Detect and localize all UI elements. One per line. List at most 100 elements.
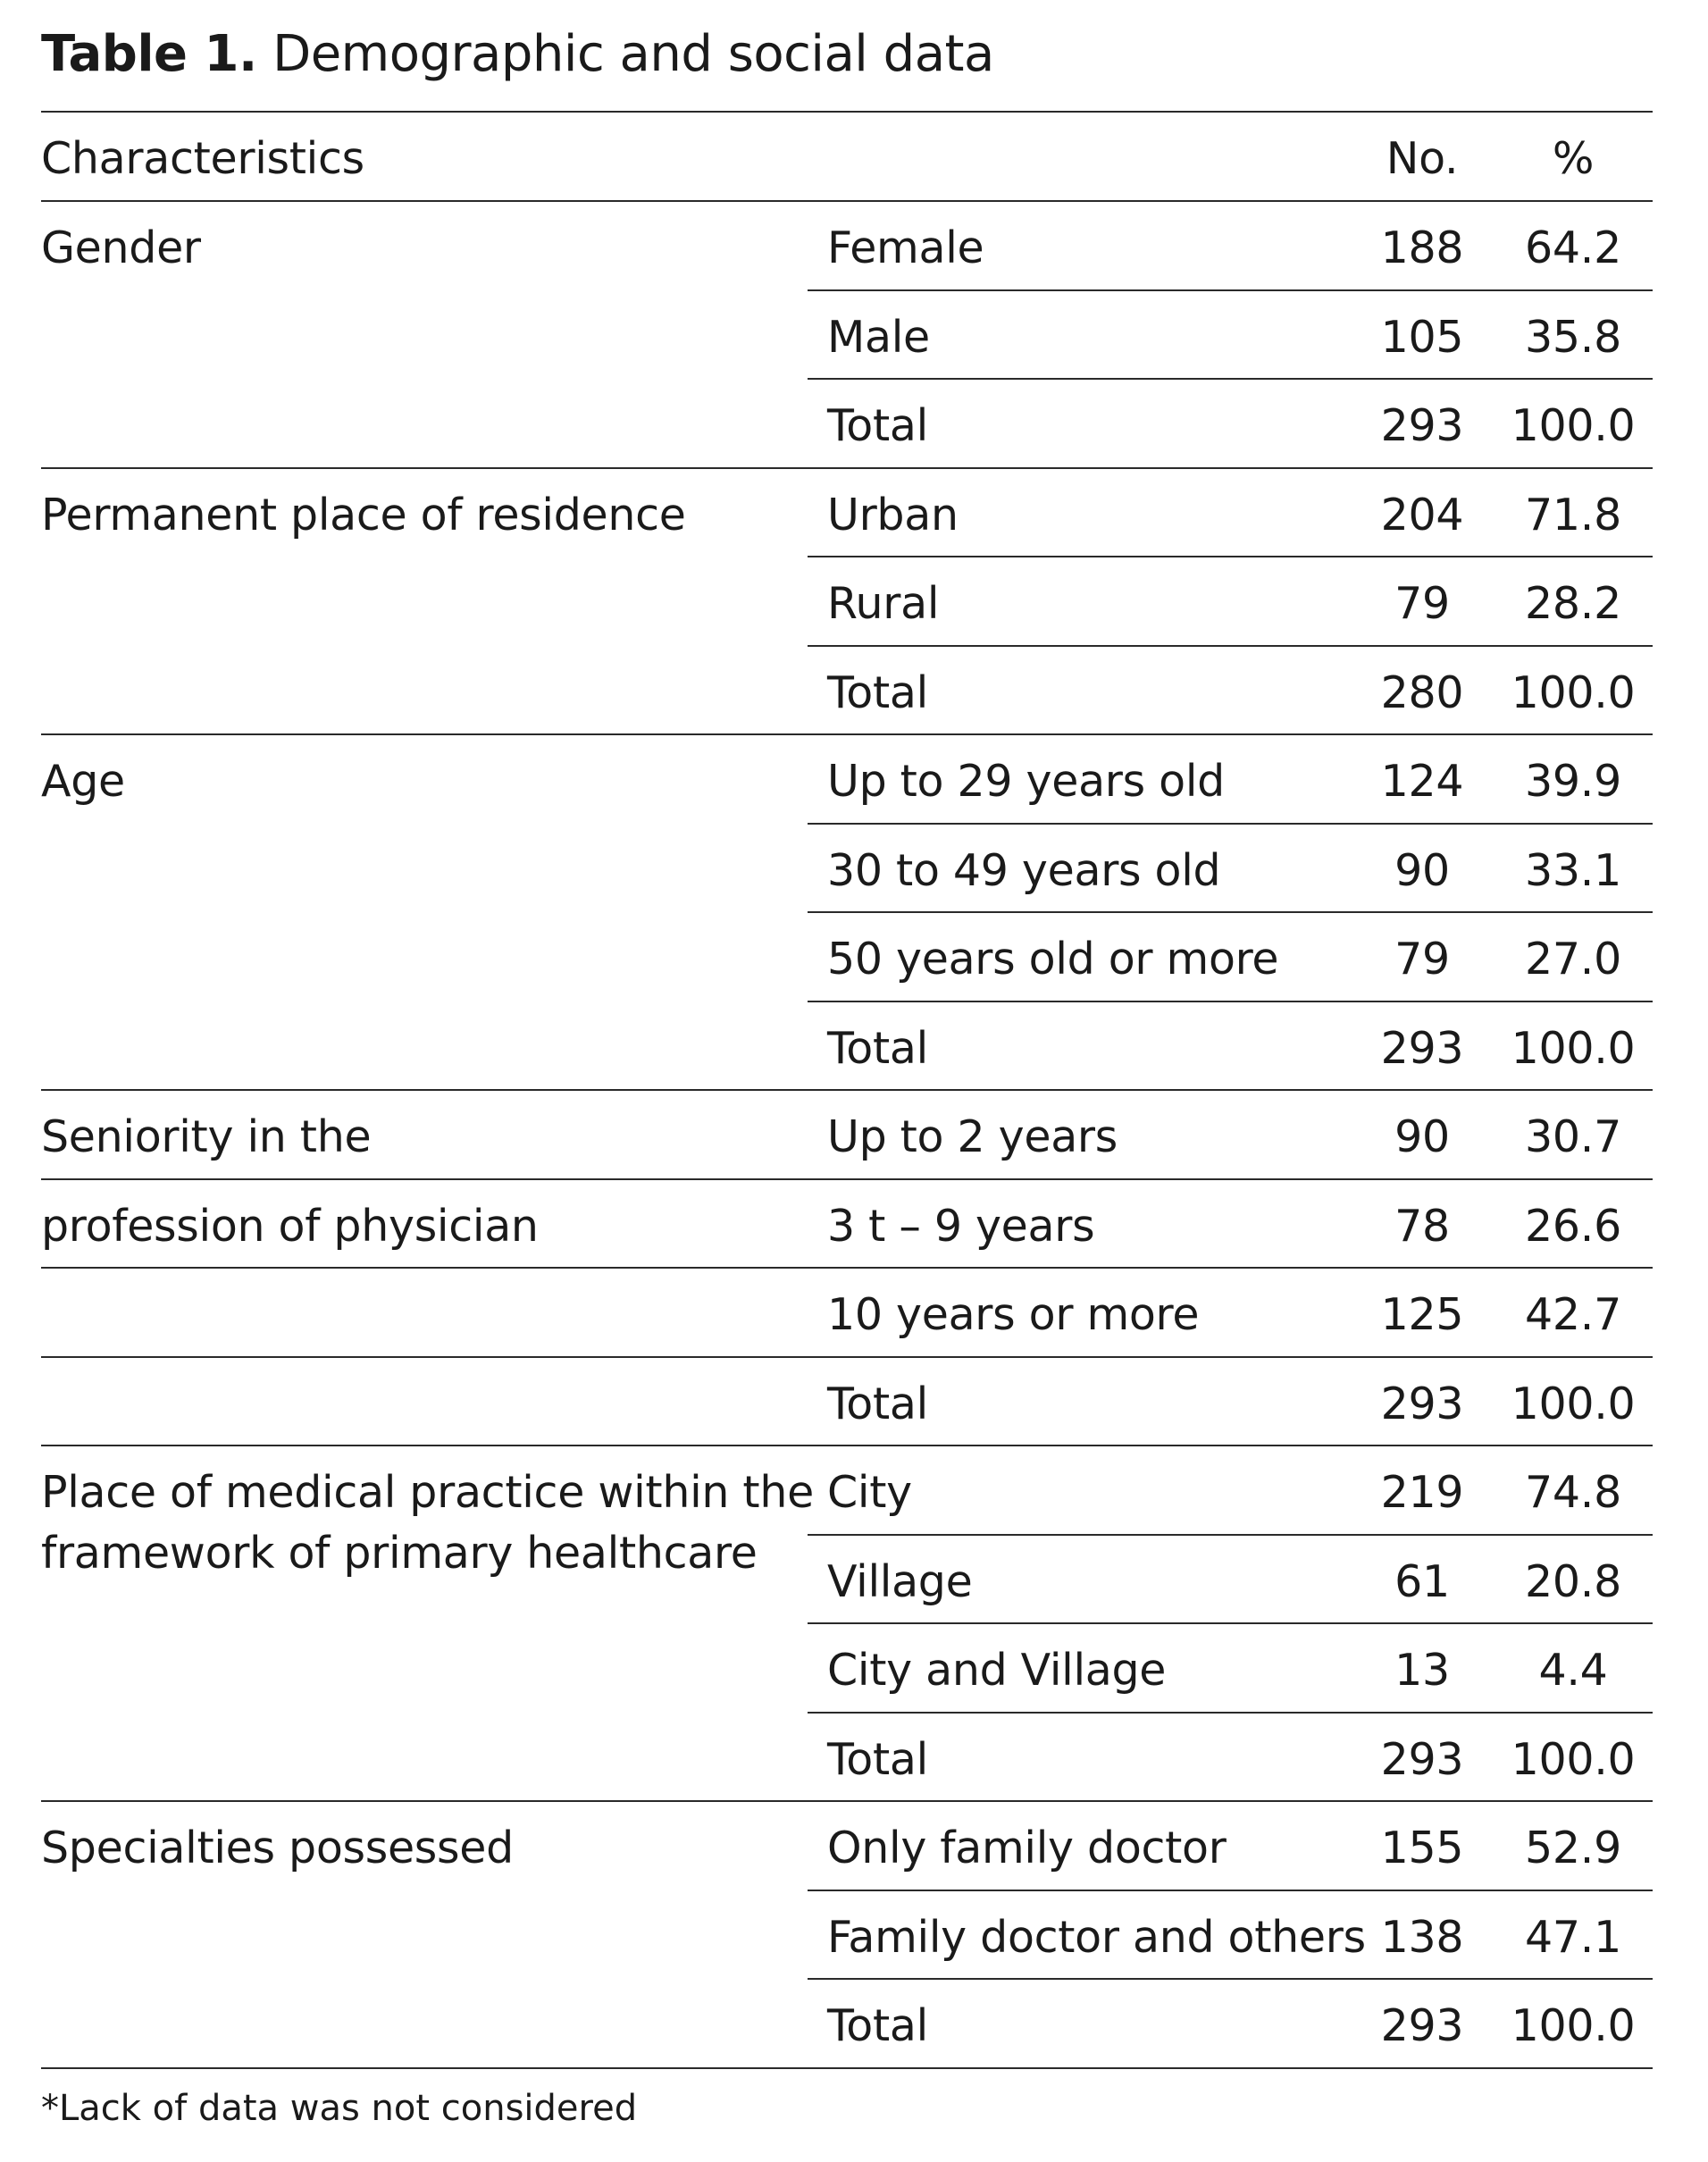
category-label: Permanent place of residence <box>41 489 686 540</box>
row-label: Male <box>827 311 930 363</box>
row-label: Total <box>827 400 928 451</box>
table-label: Table 1. <box>41 25 257 83</box>
row-divider <box>808 1000 1653 1002</box>
row-count: 125 <box>1380 1289 1464 1340</box>
row-count: 293 <box>1380 400 1464 451</box>
row-percent: 33.1 <box>1525 844 1621 896</box>
row-percent: 27.0 <box>1525 934 1621 985</box>
row-divider <box>808 911 1653 913</box>
row-count: 79 <box>1394 934 1450 985</box>
row-divider <box>808 822 1653 825</box>
category-label: profession of physician <box>41 1200 539 1252</box>
row-count: 124 <box>1380 756 1464 807</box>
row-divider <box>808 1711 1653 1714</box>
row-count: 293 <box>1380 1378 1464 1429</box>
row-count: 204 <box>1380 489 1464 540</box>
row-percent: 100.0 <box>1511 1022 1636 1074</box>
row-percent: 100.0 <box>1511 666 1636 718</box>
row-percent: 39.9 <box>1525 756 1621 807</box>
group-divider <box>41 733 1653 735</box>
row-count: 79 <box>1394 578 1450 629</box>
row-label: 30 to 49 years old <box>827 844 1221 896</box>
row-percent: 30.7 <box>1525 1111 1621 1162</box>
row-percent: 42.7 <box>1525 1289 1621 1340</box>
row-count: 293 <box>1380 2000 1464 2051</box>
row-divider <box>41 1355 1653 1358</box>
row-count: 61 <box>1394 1555 1450 1607</box>
row-label: Female <box>827 222 984 273</box>
row-label: 50 years old or more <box>827 934 1279 985</box>
row-label: Total <box>827 2000 928 2051</box>
row-divider <box>808 644 1653 647</box>
row-percent: 71.8 <box>1525 489 1621 540</box>
category-label: Gender <box>41 222 201 273</box>
row-label: Only family doctor <box>827 1823 1227 1873</box>
row-count: 90 <box>1394 844 1450 896</box>
row-percent: 35.8 <box>1525 311 1621 363</box>
row-divider <box>808 378 1653 380</box>
row-label: Urban <box>827 489 959 540</box>
row-count: 78 <box>1394 1200 1450 1252</box>
row-percent: 100.0 <box>1511 1733 1636 1785</box>
row-percent: 100.0 <box>1511 400 1636 451</box>
row-percent: 100.0 <box>1511 2000 1636 2051</box>
header-characteristics: Characteristics <box>41 133 364 184</box>
group-divider <box>41 466 1653 469</box>
group-divider <box>41 1445 1653 1446</box>
row-label: Up to 2 years <box>827 1111 1118 1162</box>
row-percent: 20.8 <box>1525 1555 1621 1607</box>
row-label: 3 t – 9 years <box>827 1200 1095 1252</box>
row-label: City and Village <box>827 1645 1167 1696</box>
table-title: Table 1. Demographic and social data <box>41 23 994 86</box>
row-percent: 28.2 <box>1525 578 1621 629</box>
row-divider <box>808 1978 1653 1980</box>
row-divider <box>808 1622 1653 1624</box>
header-bottom-rule <box>41 200 1653 202</box>
row-label: Total <box>827 1733 928 1785</box>
row-count: 138 <box>1380 1911 1464 1963</box>
row-divider <box>41 1177 1653 1180</box>
row-label: Total <box>827 1022 928 1074</box>
row-divider <box>808 289 1653 291</box>
row-count: 219 <box>1380 1467 1464 1518</box>
table-caption: Demographic and social data <box>272 25 994 83</box>
row-label: Total <box>827 1378 928 1429</box>
row-label: Family doctor and others <box>827 1911 1366 1963</box>
row-percent: 4.4 <box>1538 1645 1608 1696</box>
row-count: 280 <box>1380 666 1464 718</box>
row-percent: 47.1 <box>1525 1911 1621 1963</box>
category-label: framework of primary healthcare <box>41 1528 758 1579</box>
row-count: 13 <box>1394 1645 1450 1696</box>
header-no: No. <box>1386 133 1459 184</box>
header-pct: % <box>1552 133 1595 184</box>
group-divider <box>41 2066 1653 2069</box>
group-divider <box>41 1089 1653 1091</box>
row-percent: 52.9 <box>1525 1823 1621 1873</box>
row-divider <box>808 1533 1653 1536</box>
row-count: 155 <box>1380 1823 1464 1873</box>
table-footnote: *Lack of data was not considered <box>41 2088 638 2129</box>
row-count: 188 <box>1380 222 1464 273</box>
row-label: Rural <box>827 578 940 629</box>
category-label: Age <box>41 756 125 807</box>
category-label: Specialties possessed <box>41 1823 514 1873</box>
category-label: Place of medical practice within the <box>41 1467 814 1518</box>
row-divider <box>41 1267 1653 1269</box>
row-label: Up to 29 years old <box>827 756 1225 807</box>
row-count: 90 <box>1394 1111 1450 1162</box>
row-label: Village <box>827 1555 973 1607</box>
row-count: 293 <box>1380 1733 1464 1785</box>
row-percent: 74.8 <box>1525 1467 1621 1518</box>
row-count: 293 <box>1380 1022 1464 1074</box>
group-divider <box>41 1800 1653 1802</box>
row-percent: 64.2 <box>1525 222 1621 273</box>
row-percent: 100.0 <box>1511 1378 1636 1429</box>
row-divider <box>808 1889 1653 1891</box>
row-label: City <box>827 1467 912 1518</box>
row-percent: 26.6 <box>1525 1200 1621 1252</box>
row-label: Total <box>827 666 928 718</box>
row-count: 105 <box>1380 311 1464 363</box>
row-label: 10 years or more <box>827 1289 1200 1340</box>
category-label: Seniority in the <box>41 1111 372 1162</box>
row-divider <box>808 556 1653 557</box>
